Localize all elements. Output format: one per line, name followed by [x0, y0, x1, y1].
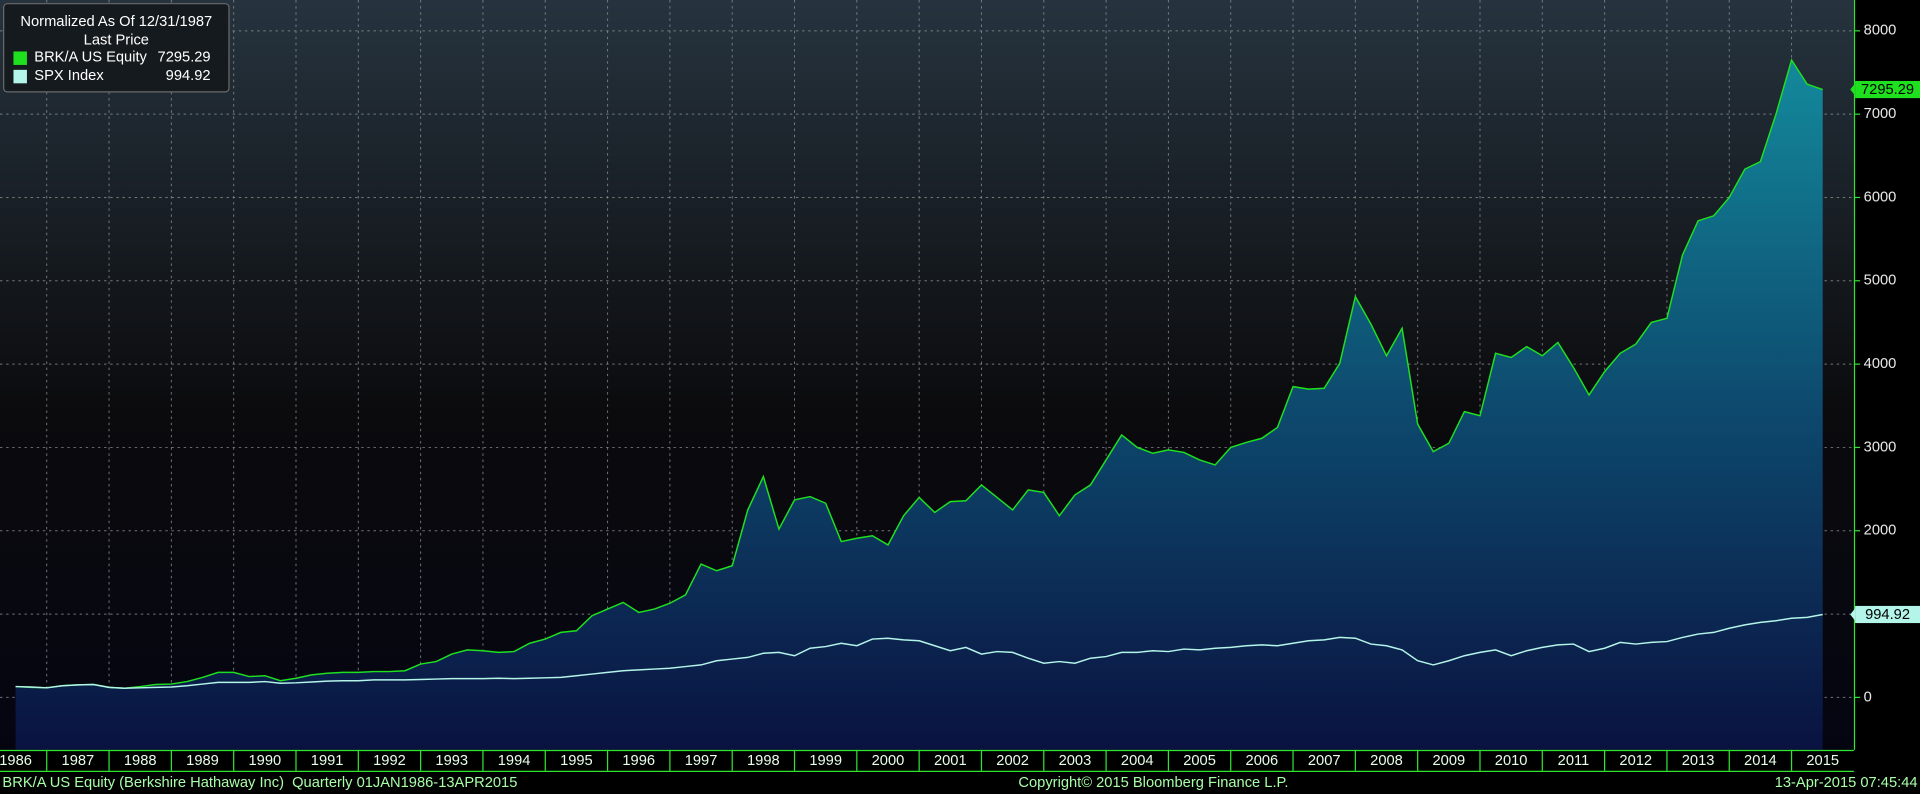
y-tick-label: 3000: [1864, 439, 1897, 455]
legend: Normalized As Of 12/31/1987 Last Price B…: [3, 3, 230, 93]
y-tick-label: 7000: [1864, 106, 1897, 122]
legend-label: BRK/A US Equity: [34, 49, 147, 65]
y-tick-label: 4000: [1864, 356, 1897, 372]
x-tick-label: 1990: [249, 753, 282, 769]
x-tick-label: 2010: [1495, 753, 1528, 769]
footer-right: 13-Apr-2015 07:45:44: [1775, 775, 1918, 791]
y-tick-label: 5000: [1864, 273, 1897, 289]
y-tick-label: 8000: [1864, 23, 1897, 39]
footer-left: BRK/A US Equity (Berkshire Hathaway Inc)…: [2, 775, 517, 791]
x-tick-label: 2005: [1183, 753, 1216, 769]
last-value-pointer: [1850, 83, 1856, 96]
x-tick-label: 2014: [1744, 753, 1777, 769]
x-tick-label: 2007: [1308, 753, 1341, 769]
x-tick-label: 2003: [1059, 753, 1092, 769]
x-tick-label: 2001: [934, 753, 967, 769]
legend-title: Normalized As Of 12/31/1987: [20, 14, 212, 30]
x-tick-label: 1992: [373, 753, 406, 769]
axes: 0100020003000400050006000700080001986198…: [0, 23, 1920, 771]
x-tick-label: 1987: [62, 753, 95, 769]
x-tick-label: 1986: [0, 753, 32, 769]
last-value-label: 994.92: [1865, 607, 1910, 623]
last-value-label: 7295.29: [1861, 82, 1914, 98]
x-tick-label: 1994: [498, 753, 531, 769]
x-tick-label: 1997: [685, 753, 718, 769]
last-value-tag: [1855, 80, 1920, 99]
x-tick-label: 1991: [311, 753, 344, 769]
x-tick-label: 2006: [1246, 753, 1279, 769]
y-tick-label: 2000: [1864, 523, 1897, 539]
legend-swatch: [13, 51, 27, 65]
line: [15, 613, 1823, 689]
x-tick-label: 1989: [186, 753, 219, 769]
area: [15, 59, 1823, 750]
y-tick-label: 0: [1864, 689, 1872, 705]
plot-area: [0, 0, 1854, 750]
x-tick-label: 2011: [1558, 753, 1590, 769]
x-tick-label: 1993: [435, 753, 468, 769]
x-tick-label: 1996: [622, 753, 655, 769]
x-tick-label: 1988: [124, 753, 157, 769]
x-tick-label: 2008: [1370, 753, 1403, 769]
x-tick-label: 2012: [1619, 753, 1652, 769]
x-tick-label: 2000: [872, 753, 905, 769]
line: [15, 58, 1823, 689]
y-tick-label: 6000: [1864, 189, 1897, 205]
legend-box: [3, 3, 230, 93]
last-value-tag: [1855, 605, 1920, 624]
footer-center: Copyright© 2015 Bloomberg Finance L.P.: [1018, 775, 1288, 791]
x-tick-label: 1995: [560, 753, 593, 769]
legend-value: 994.92: [166, 68, 211, 84]
legend-swatch: [13, 69, 27, 84]
x-tick-label: 2002: [996, 753, 1029, 769]
x-tick-label: 1998: [747, 753, 780, 769]
x-tick-label: 2013: [1682, 753, 1715, 769]
x-tick-label: 1999: [809, 753, 842, 769]
legend-subtitle: Last Price: [84, 32, 149, 48]
legend-label: SPX Index: [34, 68, 104, 84]
y-axis-panel: [1853, 0, 1920, 794]
x-tick-label: 2009: [1432, 753, 1465, 769]
x-tick-label: 2015: [1806, 753, 1839, 769]
x-tick-label: 2004: [1121, 753, 1154, 769]
legend-items: BRK/A US Equity 7295.29 SPX Index 994.92: [13, 49, 211, 84]
last-value-pointer: [1850, 608, 1856, 621]
legend-value: 7295.29: [158, 49, 211, 65]
